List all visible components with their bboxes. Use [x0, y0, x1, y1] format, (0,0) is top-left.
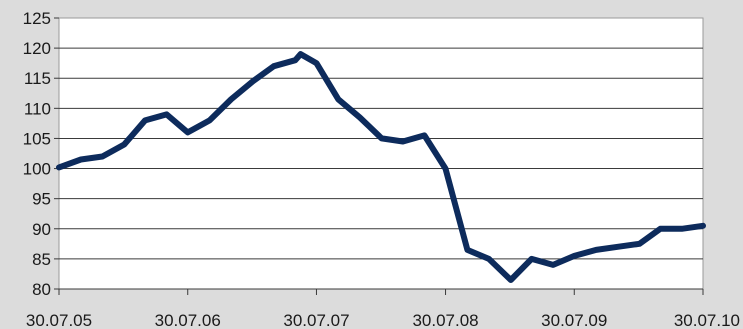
y-tick-label: 100	[23, 160, 51, 179]
x-tick-label: 30.07.09	[541, 311, 607, 329]
y-tick-label: 105	[23, 129, 51, 148]
y-tick-label: 110	[24, 99, 51, 118]
plot-area	[58, 17, 704, 290]
y-tick-label: 120	[23, 39, 51, 58]
x-tick-label: 30.07.06	[155, 311, 221, 329]
y-tick-label: 90	[32, 220, 51, 239]
y-tick-label: 95	[32, 190, 51, 209]
x-tick-label: 30.07.08	[412, 311, 478, 329]
y-tick-label: 80	[32, 280, 51, 299]
y-tick-label: 85	[32, 250, 51, 269]
y-axis: 80 85 90 95 100 105 110 115 120 125	[23, 9, 59, 299]
series-line	[56, 51, 706, 283]
y-tick-label: 125	[23, 9, 51, 28]
x-tick-label: 30.07.05	[26, 311, 92, 329]
y-tick-label: 115	[24, 69, 51, 88]
x-axis: 30.07.05 30.07.06 30.07.07 30.07.08 30.07.09…	[26, 288, 740, 329]
x-tick-label: 30.07.10	[674, 311, 740, 329]
x-tick-label: 30.07.07	[283, 311, 349, 329]
